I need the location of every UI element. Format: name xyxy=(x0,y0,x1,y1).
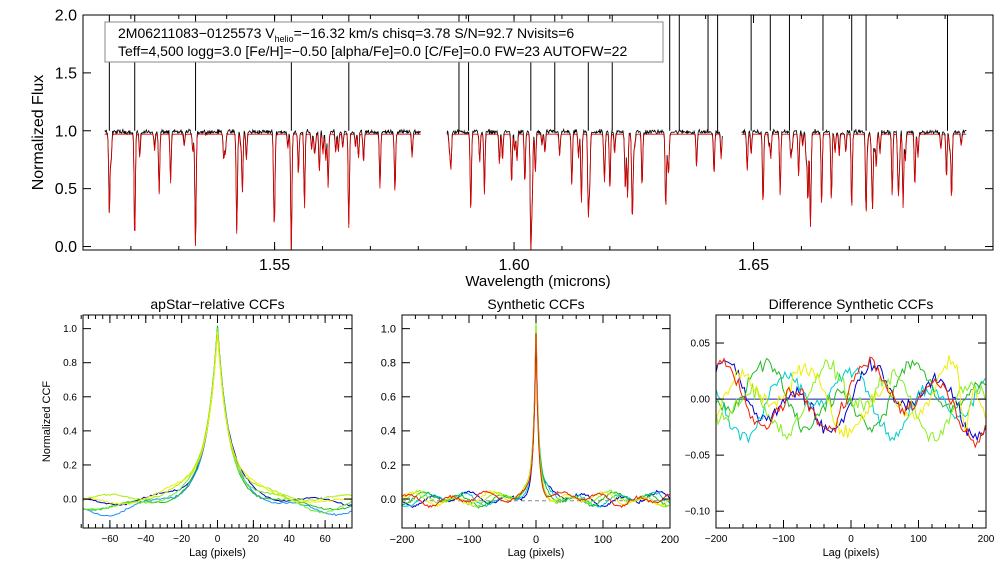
x-tick-label: −20 xyxy=(173,534,190,545)
x-tick-label: −100 xyxy=(772,534,795,545)
y-tick-label: 0.4 xyxy=(381,426,396,438)
x-tick-label: −200 xyxy=(390,534,415,546)
x-axis-label: Lag (pixels) xyxy=(508,547,565,559)
legend-stats: =−16.32 km/s chisq=3.78 S/N=92.7 Nvisits… xyxy=(294,25,575,41)
y-tick-label: 0.0 xyxy=(63,495,77,506)
legend-vhelio-sub: helio xyxy=(275,34,294,44)
panel-apstar_ccf: −60 −40 −20 0 20 40 60 0.0 0.2 0.4 0.6 0.8 1.0 Lag (p… xyxy=(41,296,353,559)
y-tick-label: 1.0 xyxy=(381,323,396,335)
axis-frame xyxy=(82,14,994,251)
spectrum-legend: 2M06211083−0125573 Vhelio=−16.32 km/s ch… xyxy=(104,21,664,63)
y-tick-label: 0.2 xyxy=(381,460,396,472)
observed-spectrum-line xyxy=(104,128,422,250)
y-tick-label: 0.6 xyxy=(381,392,396,404)
y-tick-label: 1.0 xyxy=(55,123,77,140)
ccf-line-2 xyxy=(83,325,352,517)
synthetic-ccf-line-6 xyxy=(402,333,670,509)
chart-title: Difference Synthetic CCFs xyxy=(769,296,934,312)
legend-line-2: Teff=4,500 logg=3.0 [Fe/H]=−0.50 [alpha/… xyxy=(118,43,627,59)
ccf-line-6 xyxy=(83,332,352,505)
x-tick-label: 1.55 xyxy=(259,257,290,274)
y-tick-label: 0.4 xyxy=(63,426,77,437)
y-tick-label: 0.6 xyxy=(63,392,77,403)
x-tick-label: 100 xyxy=(594,534,612,546)
observed-spectrum-line xyxy=(446,127,723,250)
x-tick-label: 0 xyxy=(848,534,854,545)
x-axis-label: Lag (pixels) xyxy=(189,547,246,559)
y-axis-label: Normalized Flux xyxy=(30,75,47,191)
x-axis-label: Lag (pixels) xyxy=(823,547,880,559)
synthetic-ccf-line-4 xyxy=(402,323,670,508)
x-tick-label: 1.65 xyxy=(738,257,769,274)
y-tick-label: 1.0 xyxy=(63,324,77,335)
x-tick-label: −200 xyxy=(705,534,728,545)
chart-title: apStar−relative CCFs xyxy=(150,296,284,312)
ccf-line-3 xyxy=(83,325,352,511)
panel-synthetic_ccf: −200 −100 0 100 200 0.0 0.2 0.4 0.6 0.8 1.0 Lag (pi… xyxy=(381,296,679,559)
y-axis-label: Normalized CCF xyxy=(41,381,53,463)
y-tick-label: 2.0 xyxy=(55,8,77,25)
difference-ccf-line-3 xyxy=(716,357,986,434)
model-spectrum-line xyxy=(446,133,723,250)
difference-ccf-line-2 xyxy=(716,366,986,443)
y-tick-label: −0.10 xyxy=(685,507,711,518)
difference-ccf-line-5 xyxy=(716,355,986,439)
x-tick-label: −40 xyxy=(137,534,154,545)
observed-spectrum-line xyxy=(741,128,967,226)
plot-area xyxy=(402,322,670,509)
difference-ccf-line-6 xyxy=(716,356,986,449)
x-tick-label: 200 xyxy=(978,534,995,545)
panel-spectrum: 1.55 1.60 1.65 0.0 0.5 1.0 1.5 2.0 Wavelength (m… xyxy=(30,8,994,290)
synthetic-ccf-line-5 xyxy=(402,328,670,508)
legend-box xyxy=(104,21,664,63)
plot-area xyxy=(716,355,986,449)
y-tick-label: 0.2 xyxy=(63,460,77,471)
x-tick-label: 40 xyxy=(284,534,296,545)
x-tick-label: 20 xyxy=(248,534,260,545)
ccf-line-4 xyxy=(83,327,352,514)
x-tick-label: −60 xyxy=(101,534,118,545)
chart-title: Synthetic CCFs xyxy=(487,296,584,312)
plot-area xyxy=(83,325,352,517)
legend-line-1: 2M06211083−0125573 Vhelio=−16.32 km/s ch… xyxy=(118,25,574,44)
ccf-line-1 xyxy=(83,328,352,507)
x-axis-label: Wavelength (microns) xyxy=(465,273,610,290)
y-tick-label: 0.8 xyxy=(63,358,77,369)
x-tick-label: 0 xyxy=(215,534,221,545)
y-tick-label: 0.05 xyxy=(691,339,711,350)
x-tick-label: 1.60 xyxy=(498,257,529,274)
difference-ccf-line-4 xyxy=(716,358,986,443)
model-spectrum-line xyxy=(741,133,967,228)
y-tick-label: 1.5 xyxy=(55,65,77,82)
panel-difference_ccf: −200 −100 0 100 200 −0.10 −0.05 0.00 0.05 Lag (pi… xyxy=(685,296,995,559)
model-spectrum-line xyxy=(104,133,421,250)
ccf-line-5 xyxy=(83,332,352,502)
y-tick-label: 0.5 xyxy=(55,181,77,198)
y-tick-label: 0.0 xyxy=(381,494,396,506)
y-tick-label: −0.05 xyxy=(685,451,711,462)
x-tick-label: 200 xyxy=(661,534,679,546)
legend-star-id: 2M06211083−0125573 V xyxy=(118,25,275,41)
y-tick-label: 0.0 xyxy=(55,239,77,256)
x-tick-label: 60 xyxy=(320,534,332,545)
y-tick-label: 0.00 xyxy=(691,395,711,406)
x-tick-label: 0 xyxy=(533,534,539,546)
x-tick-label: −100 xyxy=(457,534,482,546)
x-tick-label: 100 xyxy=(910,534,927,545)
y-tick-label: 0.8 xyxy=(381,358,396,370)
